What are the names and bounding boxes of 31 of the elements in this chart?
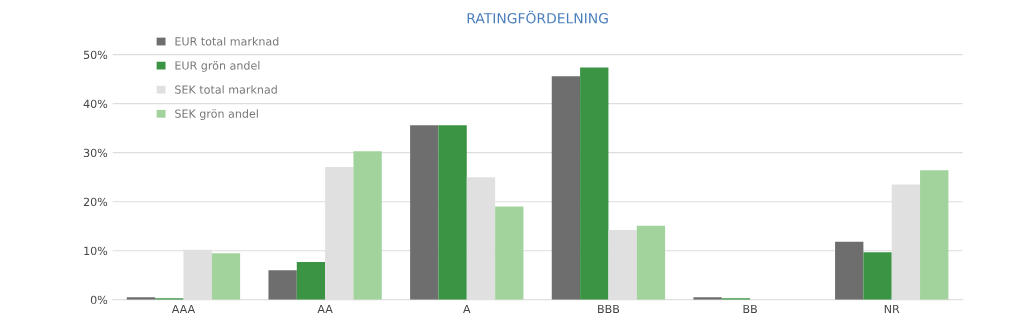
bar [835,241,864,300]
bar [495,206,524,300]
x-tick-label: AAA [171,304,196,313]
bar [410,125,439,300]
y-tick-label: 0% [90,295,108,305]
bar [608,230,637,300]
x-tick-label: AA [317,304,333,313]
bar [920,170,949,300]
bar [438,125,467,300]
bar [211,253,241,300]
y-tick-label: 30% [83,148,108,158]
bar [551,76,581,300]
x-tick-label: A [463,304,471,313]
chart-title: RATINGFÖRDELNING [467,10,608,24]
legend-label: SEK grön andel [175,109,258,120]
legend-label: SEK total marknad [175,85,277,94]
legend-label: EUR grön andel [175,61,260,72]
x-tick-label: BBB [598,304,620,313]
y-tick-label: 50% [83,50,108,60]
bar [863,252,892,300]
bar [268,270,297,300]
y-tick-label: 40% [83,99,108,109]
bar [353,151,382,300]
bar [296,261,326,300]
bar [636,225,666,300]
bar [580,67,609,300]
x-tick-label: BB [743,304,757,313]
y-tick-label: 20% [83,197,108,207]
x-tick-label: NR [884,304,900,313]
legend-label: EUR total marknad [175,36,279,46]
y-tick-label: 10% [84,246,108,256]
